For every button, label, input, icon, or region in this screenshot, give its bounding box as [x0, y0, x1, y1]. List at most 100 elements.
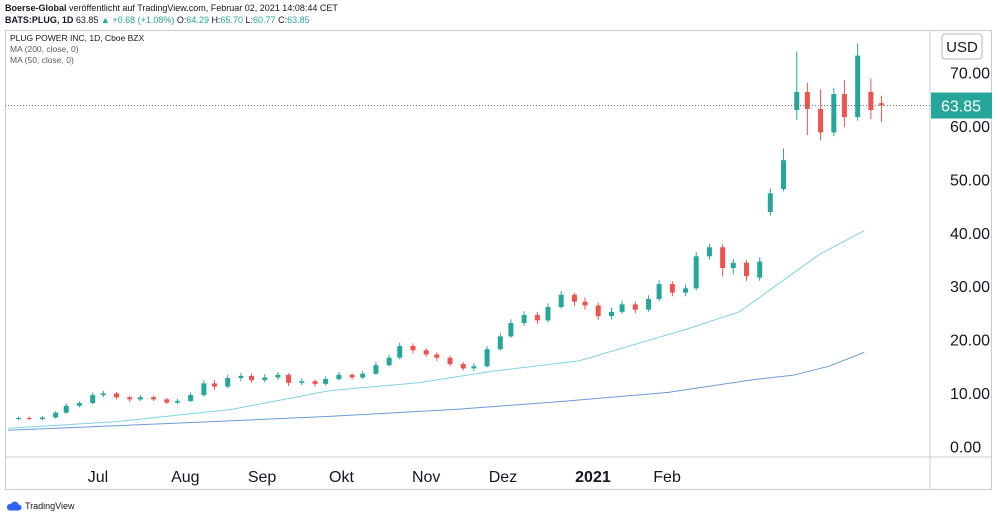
candle-body[interactable] [497, 336, 503, 350]
candle-body[interactable] [349, 374, 355, 378]
candle-body[interactable] [646, 299, 652, 310]
candle-body[interactable] [53, 412, 59, 418]
last-price-label: 63.85 [941, 99, 981, 116]
candle-body[interactable] [582, 301, 588, 306]
footer-brand: TradingView [25, 501, 75, 511]
candle-body[interactable] [781, 160, 787, 190]
candle-body[interactable] [720, 247, 726, 269]
candle-body[interactable] [571, 294, 577, 302]
candle-body[interactable] [286, 374, 292, 383]
candle-body[interactable] [26, 418, 32, 420]
candle-body[interactable] [868, 91, 874, 111]
last-price-tag [931, 92, 992, 119]
currency-button[interactable] [941, 33, 983, 60]
ticker-line: BATS:PLUG, 1D 63.85 ▲ +0.68 (+1.08%) O:6… [5, 14, 310, 26]
candle-body[interactable] [706, 247, 712, 257]
candle-body[interactable] [397, 345, 403, 358]
candle-body[interactable] [545, 307, 551, 321]
up-arrow-icon: ▲ [100, 15, 110, 25]
candle-body[interactable] [16, 418, 22, 420]
x-tick-label: Jul [88, 469, 108, 486]
candle-body[interactable] [804, 91, 810, 109]
candle-body[interactable] [386, 357, 392, 366]
legend-ma50[interactable]: MA (50, close, 0) [10, 55, 74, 65]
ticker-symbol: BATS:PLUG, 1D [5, 15, 74, 25]
candle-body[interactable] [336, 374, 342, 380]
candle-body[interactable] [90, 395, 96, 404]
candle-body[interactable] [188, 395, 194, 401]
y-tick-label: 50.00 [950, 172, 990, 189]
candle-body[interactable] [63, 405, 69, 413]
candle-body[interactable] [225, 378, 231, 387]
candle-body[interactable] [521, 315, 527, 324]
candle-body[interactable] [460, 364, 466, 369]
candle-body[interactable] [410, 345, 416, 351]
candle-body[interactable] [767, 193, 773, 213]
candle-body[interactable] [151, 397, 157, 400]
publish-header: Boerse-Global veröffentlicht auf Trading… [5, 2, 338, 14]
candle-body[interactable] [608, 311, 614, 317]
candle-body[interactable] [299, 381, 305, 383]
candle-body[interactable] [360, 373, 366, 378]
candle-body[interactable] [447, 357, 453, 365]
author-name[interactable]: Boerse-Global [5, 3, 67, 13]
legend-title: PLUG POWER INC, 1D, Cboe BZX [10, 33, 145, 43]
publish-info: veröffentlicht auf TradingView.com, Febr… [66, 3, 338, 13]
x-tick-label: Dez [489, 469, 517, 486]
candle-body[interactable] [471, 366, 477, 369]
candle-body[interactable] [619, 304, 625, 312]
candle-body[interactable] [855, 55, 861, 118]
candle-body[interactable] [127, 397, 133, 400]
candle-body[interactable] [114, 393, 120, 398]
candle-body[interactable] [632, 304, 638, 310]
candle-body[interactable] [100, 393, 106, 396]
candle-body[interactable] [164, 399, 170, 403]
candle-body[interactable] [249, 375, 255, 381]
x-tick-label: Feb [653, 469, 681, 486]
high-label: H: [211, 15, 221, 25]
candle-body[interactable] [373, 365, 379, 374]
candle-body[interactable] [39, 417, 45, 420]
close-label: C: [278, 15, 288, 25]
candle-body[interactable] [669, 284, 675, 293]
candle-body[interactable] [76, 403, 82, 406]
candle-body[interactable] [558, 294, 564, 308]
candle-body[interactable] [757, 261, 763, 278]
candle-body[interactable] [423, 350, 429, 355]
candle-body[interactable] [211, 383, 217, 387]
candle-body[interactable] [656, 284, 662, 300]
low-label: L: [245, 15, 254, 25]
candle-body[interactable] [831, 94, 837, 133]
candle-body[interactable] [841, 94, 847, 118]
candle-body[interactable] [174, 400, 180, 403]
legend-ma200[interactable]: MA (200, close, 0) [10, 44, 79, 54]
y-tick-label: 10.00 [950, 386, 990, 403]
candle-body[interactable] [595, 305, 601, 317]
candle-body[interactable] [534, 315, 540, 321]
candle-body[interactable] [878, 103, 884, 106]
open-value: 64.29 [186, 15, 209, 25]
candle-body[interactable] [693, 256, 699, 289]
candle-body[interactable] [683, 288, 689, 293]
candle-body[interactable] [137, 397, 143, 400]
candle-body[interactable] [275, 374, 281, 378]
high-value: 65.70 [220, 15, 243, 25]
candle-body[interactable] [238, 375, 244, 379]
candle-body[interactable] [201, 383, 207, 396]
y-tick-label: 70.00 [950, 66, 990, 83]
candle-body[interactable] [262, 377, 268, 381]
candle-body[interactable] [484, 349, 490, 367]
candle-body[interactable] [323, 379, 329, 384]
candle-body[interactable] [743, 262, 749, 277]
candle-body[interactable] [508, 323, 514, 337]
candle-body[interactable] [818, 108, 824, 133]
chart-frame [5, 30, 992, 490]
candle-body[interactable] [434, 354, 440, 358]
candle-body[interactable] [730, 262, 736, 269]
x-tick-label: Nov [412, 469, 440, 486]
ma50-line [7, 230, 865, 429]
candle-body[interactable] [312, 381, 318, 384]
tradingview-logo[interactable]: TradingView [6, 501, 75, 511]
candle-body[interactable] [794, 91, 800, 111]
